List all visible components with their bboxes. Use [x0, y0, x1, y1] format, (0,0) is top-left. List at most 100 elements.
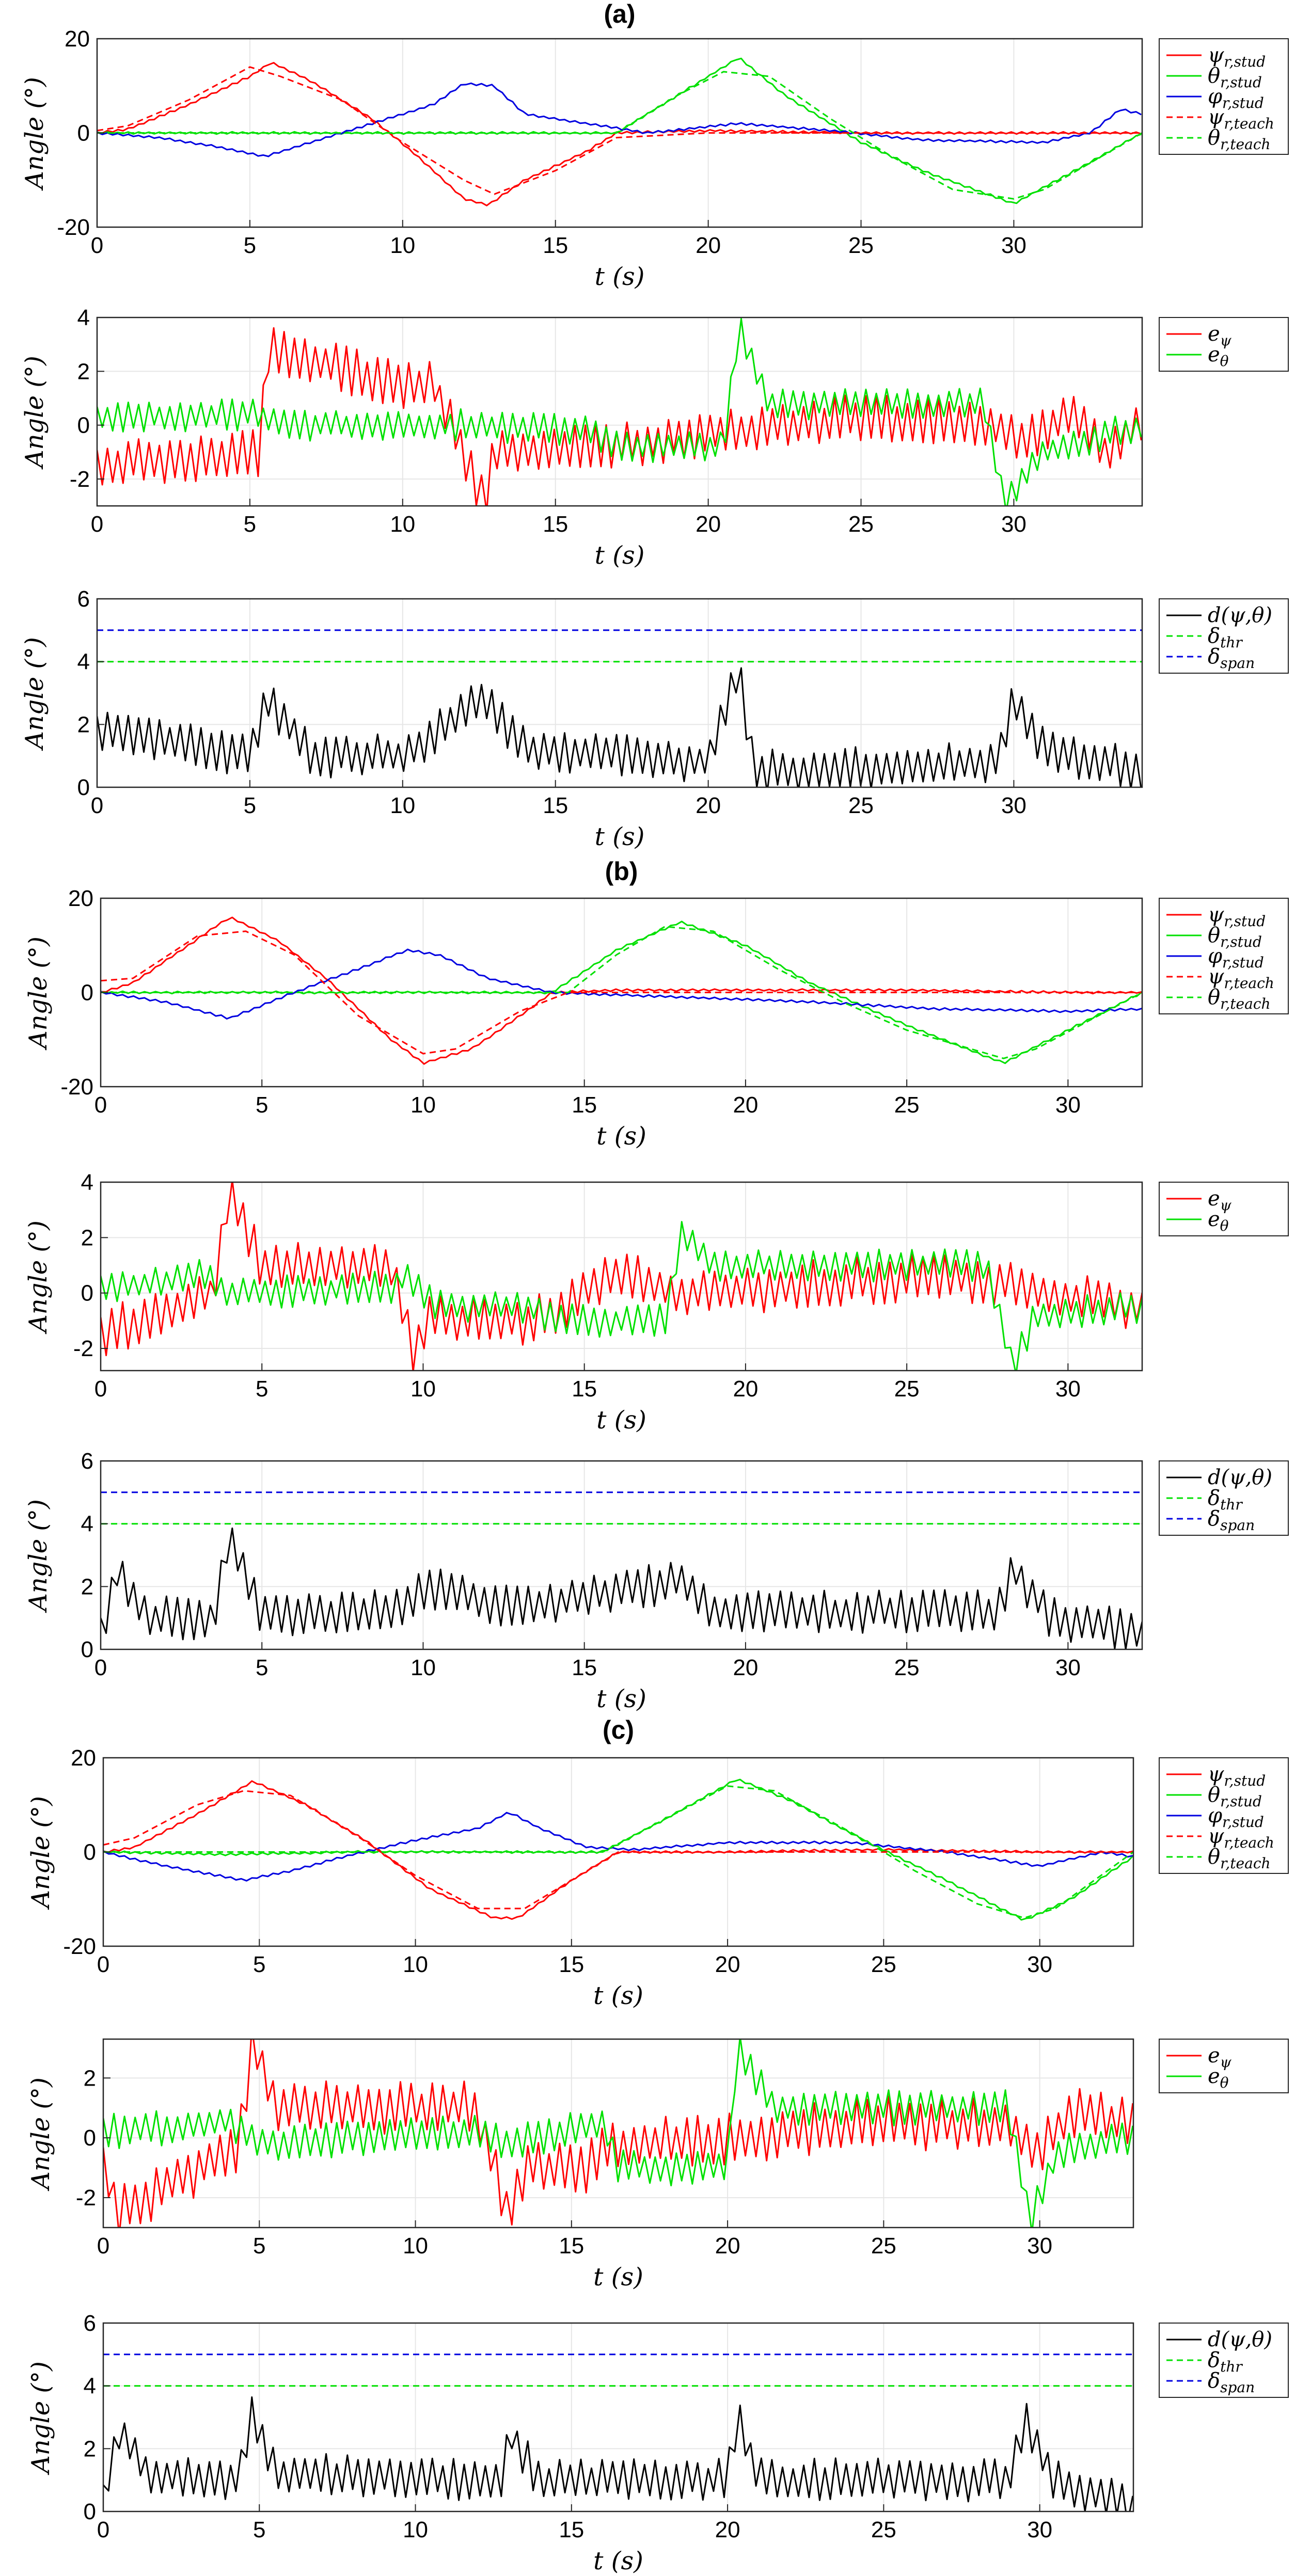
x-tick-label: 10 — [403, 2517, 428, 2542]
x-tick-label: 0 — [94, 1092, 107, 1118]
x-tick-label: 0 — [97, 2517, 109, 2542]
y-axis-label: Angle (°) — [26, 2361, 55, 2475]
series-group — [97, 57, 1142, 206]
y-tick-label: 4 — [84, 2374, 96, 2399]
series-line-4 — [97, 66, 1142, 195]
x-tick-label: 15 — [572, 1092, 597, 1118]
plot-9: 0 5 10 15 20 25 30 0 2 4 6 t (s) Angle (°) d(ψ,θ)δthr… — [26, 2311, 1289, 2575]
series-line-5 — [103, 1785, 1133, 1919]
x-tick-label: 5 — [244, 793, 256, 818]
legend-entry: θr,teach — [1208, 126, 1271, 153]
x-tick-label: 0 — [94, 1376, 107, 1402]
x-tick-label: 20 — [696, 512, 721, 537]
series-group — [97, 629, 1142, 787]
x-tick-label: 25 — [894, 1376, 920, 1402]
x-tick-label: 5 — [253, 1952, 265, 1977]
y-axis-label: Angle (°) — [26, 2077, 55, 2191]
x-tick-label: 20 — [696, 793, 721, 818]
axes-frame — [96, 598, 1143, 788]
x-tick-label: 0 — [91, 512, 103, 537]
x-tick-label: 10 — [410, 1376, 436, 1402]
x-tick-label: 15 — [559, 1952, 584, 1977]
legend-entry: θr,teach — [1208, 985, 1271, 1012]
y-tick-label: 0 — [84, 2125, 96, 2151]
y-axis-label: Angle (°) — [20, 77, 49, 191]
y-axis-label: Angle (°) — [20, 356, 49, 470]
legend-entry: ψr,stud — [1208, 43, 1266, 70]
y-tick-label: 0 — [81, 980, 93, 1006]
x-tick-label: 25 — [848, 233, 874, 258]
legend-entry: θr,stud — [1208, 1783, 1262, 1810]
x-tick-label: 25 — [894, 1092, 920, 1118]
y-tick-label: -20 — [60, 1074, 93, 1100]
x-tick-label: 0 — [97, 1952, 109, 1977]
series-line-4 — [101, 930, 1142, 1055]
y-tick-label: 0 — [77, 121, 90, 146]
x-tick-label: 15 — [543, 793, 568, 818]
series-group — [103, 1778, 1133, 1921]
y-axis-label: Angle (°) — [20, 637, 49, 751]
x-tick-label: 0 — [91, 793, 103, 818]
x-tick-label: 15 — [543, 233, 568, 258]
legend-entry: δthr — [1208, 1486, 1243, 1513]
legend-entry: ψr,teach — [1208, 105, 1274, 132]
x-tick-label: 15 — [543, 512, 568, 537]
x-tick-label: 30 — [1027, 2233, 1052, 2259]
x-tick-label: 30 — [1055, 1376, 1081, 1402]
x-axis-label: t (s) — [595, 822, 645, 851]
legend-entry: δspan — [1208, 1507, 1255, 1534]
chart-title: (a) — [604, 0, 635, 28]
x-tick-label: 10 — [410, 1092, 436, 1118]
series-group — [97, 317, 1142, 506]
y-tick-label: 20 — [71, 1745, 96, 1771]
y-tick-label: 4 — [77, 305, 90, 330]
y-tick-label: 2 — [81, 1225, 93, 1250]
legend-entry: eθ — [1208, 1207, 1229, 1234]
legend-entry: eθ — [1208, 2064, 1229, 2091]
x-tick-label: 30 — [1027, 1952, 1052, 1977]
series-group — [103, 2039, 1133, 2228]
x-tick-label: 20 — [733, 1092, 758, 1118]
series-line-2 — [101, 920, 1142, 1064]
series-line-1 — [103, 2396, 1133, 2511]
axes-frame — [102, 2038, 1134, 2229]
x-tick-label: 5 — [256, 1376, 268, 1402]
x-tick-label: 30 — [1055, 1092, 1081, 1118]
y-tick-label: 2 — [81, 1574, 93, 1599]
x-axis-label: t (s) — [596, 1122, 646, 1151]
y-tick-label: 4 — [81, 1512, 93, 1537]
legend-entry: d(ψ,θ) — [1208, 603, 1272, 627]
x-tick-label: 20 — [696, 233, 721, 258]
legend-entry: δspan — [1208, 2369, 1255, 2396]
legend-box — [1159, 2039, 1289, 2093]
x-tick-label: 30 — [1001, 233, 1026, 258]
x-axis-label: t (s) — [595, 262, 645, 291]
axes-frame — [100, 1460, 1143, 1650]
chart-title: (c) — [603, 1715, 634, 1744]
y-tick-label: 0 — [77, 413, 90, 438]
legend-entry: θr,teach — [1208, 1845, 1271, 1872]
y-tick-label: 2 — [77, 712, 90, 737]
y-tick-label: 0 — [84, 2499, 96, 2524]
legend-entry: ψr,stud — [1208, 903, 1266, 930]
x-tick-label: 10 — [390, 512, 415, 537]
axes-frame — [96, 316, 1143, 507]
y-tick-label: 2 — [77, 359, 90, 384]
x-tick-label: 10 — [403, 1952, 428, 1977]
series-line-2 — [97, 57, 1142, 204]
y-tick-label: 4 — [81, 1170, 93, 1195]
series-line-1 — [101, 1182, 1142, 1371]
series-line-2 — [103, 1778, 1133, 1921]
y-tick-label: -20 — [57, 215, 90, 240]
legend-entry: ψr,teach — [1208, 965, 1274, 992]
legend-entry: θr,stud — [1208, 924, 1262, 950]
y-tick-label: -2 — [76, 2185, 96, 2211]
series-group — [101, 1182, 1142, 1371]
